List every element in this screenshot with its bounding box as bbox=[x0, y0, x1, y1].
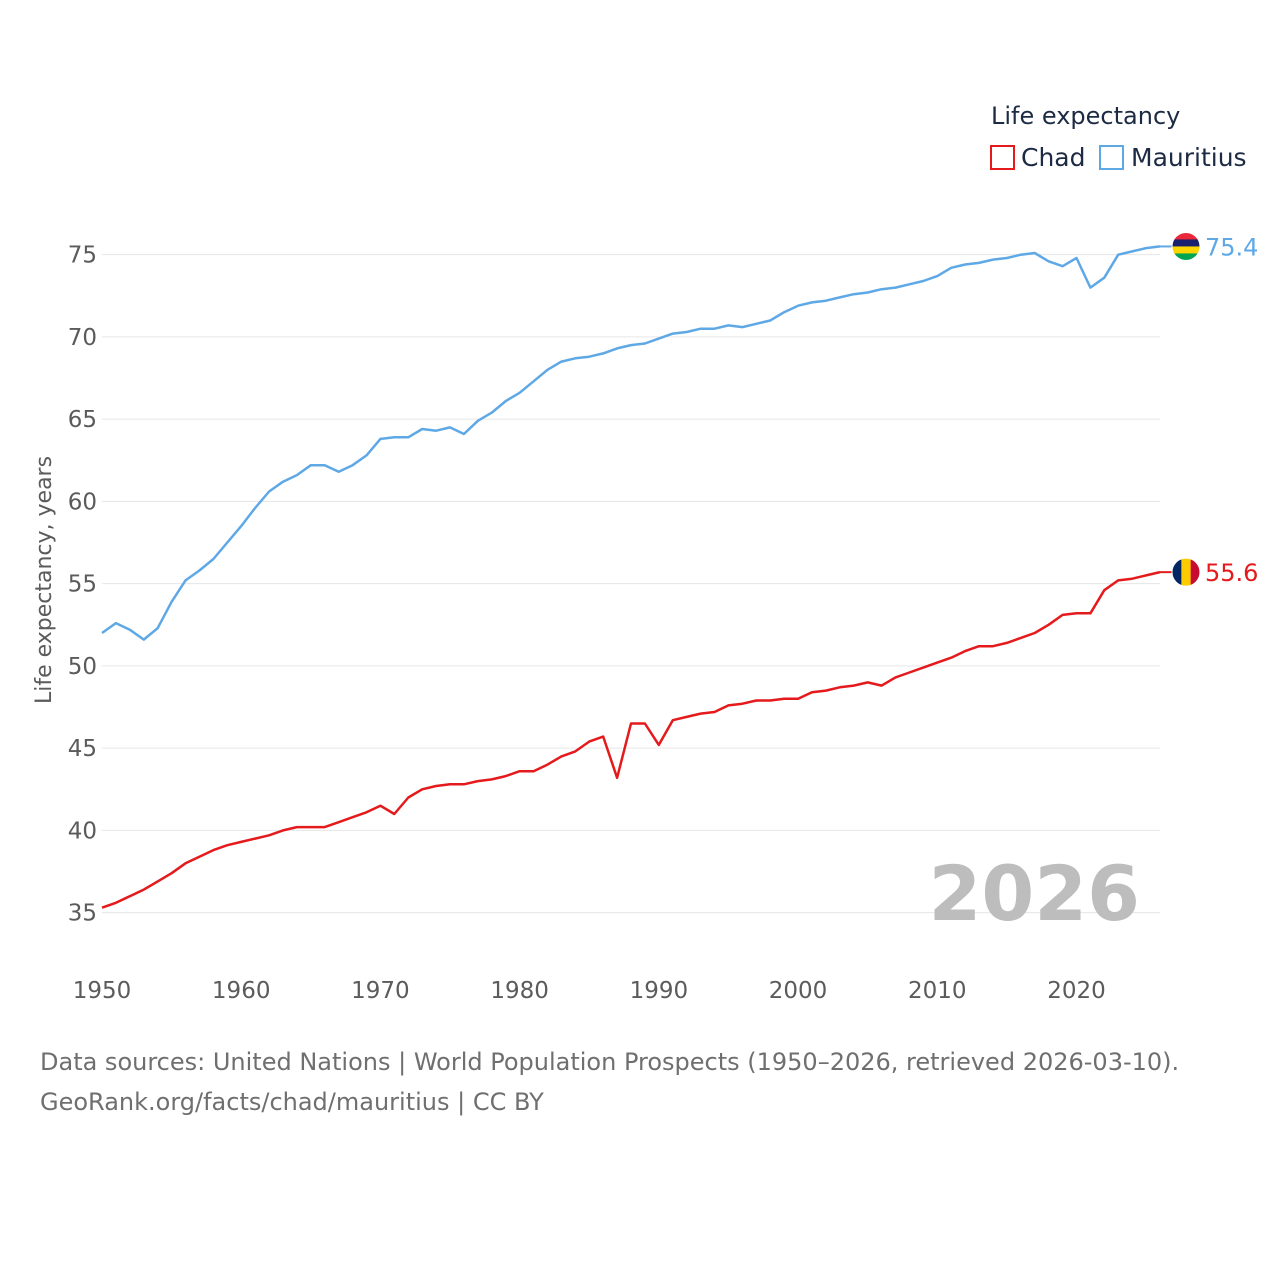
y-tick-label-65: 65 bbox=[68, 407, 97, 433]
x-tick-label-1990: 1990 bbox=[630, 978, 689, 1004]
y-tick-label-60: 60 bbox=[68, 489, 97, 515]
y-tick-label-50: 50 bbox=[68, 654, 97, 680]
x-tick-label-1950: 1950 bbox=[73, 978, 132, 1004]
legend-swatch-mauritius bbox=[1099, 145, 1124, 170]
series-end-markers: 55.6 75.4 bbox=[1160, 231, 1258, 587]
y-tick-label-70: 70 bbox=[68, 325, 97, 351]
x-tick-label-2020: 2020 bbox=[1047, 978, 1106, 1004]
legend-label-mauritius: Mauritius bbox=[1131, 143, 1247, 172]
x-tick-label-1970: 1970 bbox=[351, 978, 410, 1004]
footer-link[interactable]: GeoRank.org/facts/chad/mauritius | CC BY bbox=[40, 1088, 544, 1116]
y-axis-label: Life expectancy, years bbox=[32, 456, 57, 704]
legend-item-chad[interactable]: Chad bbox=[990, 143, 1086, 172]
x-tick-label-2000: 2000 bbox=[769, 978, 828, 1004]
y-tick-label-55: 55 bbox=[68, 572, 97, 598]
legend-swatch-chad bbox=[990, 145, 1015, 170]
x-tick-label-1980: 1980 bbox=[490, 978, 549, 1004]
series-line-mauritius bbox=[101, 245, 1161, 641]
flag-mauritius bbox=[1171, 231, 1201, 261]
x-tick-label-1960: 1960 bbox=[212, 978, 271, 1004]
flag-chad bbox=[1171, 557, 1201, 587]
legend-label-chad: Chad bbox=[1021, 143, 1086, 172]
x-axis-ticks: 1950 1960 1970 1980 1990 2000 2010 2020 bbox=[73, 978, 1106, 1004]
y-tick-label-75: 75 bbox=[68, 243, 97, 269]
y-tick-label-45: 45 bbox=[68, 736, 97, 762]
legend: Life expectancy Chad Mauritius bbox=[990, 102, 1247, 172]
x-tick-label-2010: 2010 bbox=[908, 978, 967, 1004]
year-label: 2026 bbox=[928, 849, 1140, 938]
series-line-chad bbox=[101, 570, 1161, 909]
footer-sources: Data sources: United Nations | World Pop… bbox=[40, 1048, 1180, 1076]
y-tick-label-40: 40 bbox=[68, 818, 97, 844]
legend-title: Life expectancy bbox=[991, 102, 1180, 130]
series-lines bbox=[101, 245, 1161, 909]
y-axis-ticks: 35 40 45 50 55 60 65 70 75 bbox=[68, 243, 97, 927]
gridlines bbox=[102, 254, 1160, 914]
y-tick-label-35: 35 bbox=[68, 901, 97, 927]
end-value-label-chad: 55.6 bbox=[1205, 559, 1258, 587]
legend-item-mauritius[interactable]: Mauritius bbox=[1099, 143, 1247, 172]
footer: Data sources: United Nations | World Pop… bbox=[40, 1042, 1240, 1122]
end-value-label-mauritius: 75.4 bbox=[1205, 233, 1258, 261]
